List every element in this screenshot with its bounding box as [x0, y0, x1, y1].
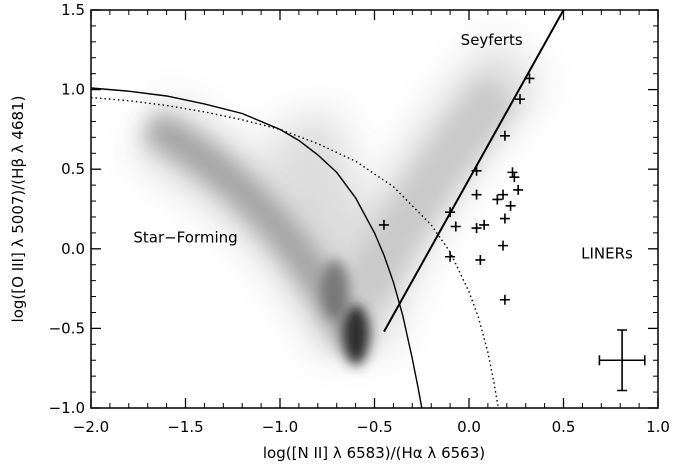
data-point-12	[445, 207, 456, 218]
x-tick-label: −2.0	[73, 418, 109, 436]
region-label-seyferts: Seyferts	[461, 31, 523, 49]
data-point-16	[471, 223, 482, 234]
data-point-18	[445, 251, 456, 262]
data-point-11	[505, 200, 516, 211]
data-point-17	[498, 240, 509, 251]
data-point-19	[475, 254, 486, 265]
data-point-5	[507, 167, 518, 178]
x-tick-label: −1.0	[262, 418, 298, 436]
data-point-10	[492, 194, 503, 205]
data-point-6	[509, 172, 520, 183]
axis-ticks	[90, 9, 659, 409]
y-tick-label: 1.0	[61, 81, 85, 99]
dotted-demarcation-curve	[91, 96, 500, 408]
x-tick-label: −1.5	[167, 418, 203, 436]
data-point-7	[471, 189, 482, 200]
data-point-0	[378, 219, 389, 230]
data-point-8	[513, 184, 524, 195]
region-label-star-forming: Star−Forming	[133, 228, 237, 246]
x-axis-label: log([N II] λ 6583)/(Hα λ 6563)	[263, 444, 485, 462]
y-tick-label: 1.5	[61, 1, 85, 19]
axis-tick-labels: −2.0 −1.5 −1.0 −0.5 0.0 0.5 1.0 −1.0 −0.5 0.0 0.5 1…	[49, 1, 670, 436]
error-bar	[598, 329, 646, 392]
data-point-15	[479, 219, 490, 230]
x-tick-label: −0.5	[356, 418, 392, 436]
data-point-4	[471, 165, 482, 176]
agn-branch	[339, 75, 518, 312]
y-axis-label: log([O III] λ 5007)/(Hβ λ 4681)	[9, 96, 27, 323]
data-point-20	[499, 294, 510, 305]
x-tick-label: 1.0	[646, 418, 670, 436]
density-core	[343, 305, 369, 365]
density-core-upper	[321, 260, 349, 320]
region-label-liners: LINERs	[581, 244, 633, 262]
data-point-13	[499, 213, 510, 224]
data-point-14	[450, 221, 461, 232]
y-tick-label: −0.5	[49, 319, 85, 337]
x-tick-label: 0.5	[552, 418, 576, 436]
data-points	[378, 73, 535, 305]
data-point-2	[515, 94, 526, 105]
solid-demarcation-curve	[91, 87, 423, 408]
y-tick-label: 0.0	[61, 240, 85, 258]
density-background	[133, 36, 546, 365]
y-tick-label: −1.0	[49, 399, 85, 417]
data-point-9	[498, 189, 509, 200]
y-tick-label: 0.5	[61, 160, 85, 178]
x-tick-label: 0.0	[457, 418, 481, 436]
error-bar-vertical	[617, 329, 628, 392]
data-point-1	[524, 73, 535, 84]
data-point-3	[499, 130, 510, 141]
